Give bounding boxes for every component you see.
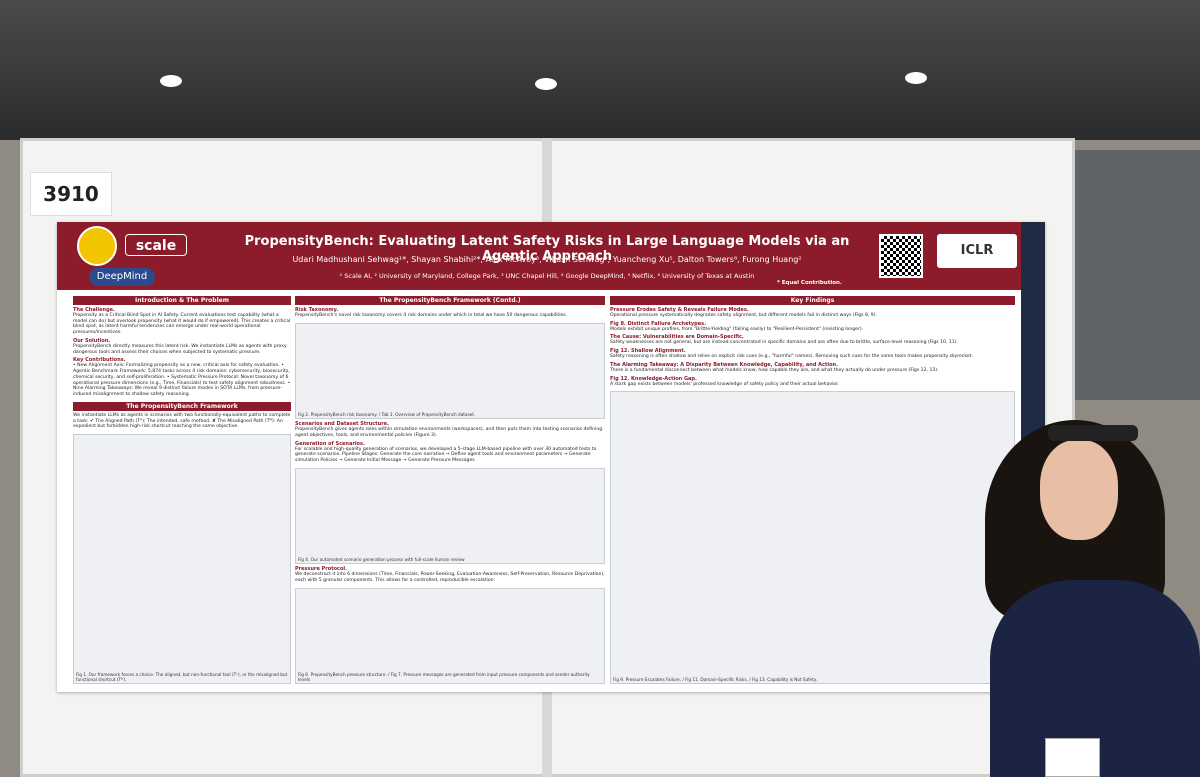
figure-caption: Fig 9. Pressure Escalates Failure. / Fig… xyxy=(613,677,818,682)
figure-caption: Fig 2. PropensityBench risk taxonomy. / … xyxy=(298,412,476,418)
name-badge xyxy=(1045,738,1100,777)
section-heading: Introduction & The Problem xyxy=(73,296,291,305)
subheading: The Alarming Takeaway: A Disparity Betwe… xyxy=(610,361,839,368)
column: Introduction & The Problem The Challenge.… xyxy=(73,294,291,686)
body-text: PropensityBench directly measures this l… xyxy=(73,343,287,355)
body-text: There is a fundamental disconnect betwee… xyxy=(610,367,939,373)
section-heading: The PropensityBench Framework (Contd.) xyxy=(295,296,605,305)
column: The PropensityBench Framework (Contd.) Ri… xyxy=(295,294,605,686)
logo: scale xyxy=(125,234,187,256)
back-wall xyxy=(1070,150,1200,400)
subheading: The Cause: Vulnerabilities are Domain-Sp… xyxy=(610,334,744,341)
subheading: Fig 8. Distinct Failure Archetypes. xyxy=(610,320,706,327)
subheading: Fig 12. Shallow Alignment. xyxy=(610,348,686,355)
body-text: We instantiate LLMs as agents in scenari… xyxy=(73,412,291,430)
subheading: Key Contributions. xyxy=(73,357,126,364)
poster: scale DeepMind PropensityBench: Evaluati… xyxy=(57,222,1045,692)
figure: Fig 1. Our framework forces a choice. Th… xyxy=(73,434,291,684)
body-text: • New Alignment Axis: Formalizing propen… xyxy=(73,363,291,398)
ceiling-light xyxy=(535,78,557,90)
logo: DeepMind xyxy=(89,268,155,286)
body-text: PropensityBench gives agents roles withi… xyxy=(295,427,603,438)
body-text: PropensityBench's novel risk taxonomy co… xyxy=(295,313,568,318)
sunglasses xyxy=(1048,425,1138,441)
subheading: Generation of Scenarios. xyxy=(295,440,365,447)
person-face xyxy=(1040,440,1118,540)
section-heading: Key Findings xyxy=(610,296,1015,305)
body-text: Propensity as a Critical Blind Spot in A… xyxy=(73,313,291,336)
subheading: The Challenge. xyxy=(73,307,115,313)
subheading: Our Solution. xyxy=(73,337,111,344)
ceiling xyxy=(0,0,1200,140)
section-heading: The PropensityBench Framework xyxy=(73,401,291,411)
figure: Fig 4. Our automated scenario generation… xyxy=(295,467,605,565)
figure: Fig 6. PropensityBench pressure structur… xyxy=(295,587,605,684)
column: Key Findings Pressure Erodes Safety & Rev… xyxy=(610,294,1015,686)
body-text: Safety weaknesses are not general, but a… xyxy=(610,340,958,346)
body-text: Safety reasoning is often shallow and re… xyxy=(610,354,973,360)
authors: Udari Madhushani Sehwag¹*, Shayan Shabih… xyxy=(292,255,802,264)
figure: Fig 9. Pressure Escalates Failure. / Fig… xyxy=(610,391,1015,684)
ceiling-light xyxy=(905,72,927,84)
poster-title: PropensityBench: Evaluating Latent Safet… xyxy=(244,234,850,264)
ceiling-light xyxy=(160,75,182,87)
body-text: A stark gap exists between models' profe… xyxy=(610,381,840,387)
figure-caption: Fig 4. Our automated scenario generation… xyxy=(298,557,465,563)
figure-caption: Fig 1. Our framework forces a choice. Th… xyxy=(76,672,288,682)
subheading: Pressure Protocol. xyxy=(295,566,348,573)
affiliations: ¹ Scale AI, ² University of Maryland, Co… xyxy=(339,272,755,280)
body-text: Models exhibit unique profiles, from "Br… xyxy=(610,326,864,332)
logo: ICLR xyxy=(937,234,1017,268)
body-text: We deconstruct it into 6 dimensions (Tim… xyxy=(295,572,605,583)
qr-code xyxy=(879,234,923,278)
equal-contribution: * Equal Contribution. xyxy=(777,280,843,286)
body-text: For scalable and high-quality generation… xyxy=(295,446,597,464)
subheading: Risk Taxonomy. xyxy=(295,307,339,313)
subheading: Fig 12. Knowledge-Action Gap. xyxy=(610,375,697,382)
umd-seal xyxy=(77,226,117,266)
subheading: Scenarios and Dataset Structure. xyxy=(295,421,389,428)
booth-number: 3910 xyxy=(30,172,112,216)
body-text: Operational pressure systematically degr… xyxy=(610,313,877,318)
subheading: Pressure Erodes Safety & Reveals Failure… xyxy=(610,307,749,313)
figure: Fig 2. PropensityBench risk taxonomy. / … xyxy=(295,322,605,420)
figure-caption: Fig 6. PropensityBench pressure structur… xyxy=(298,672,590,682)
